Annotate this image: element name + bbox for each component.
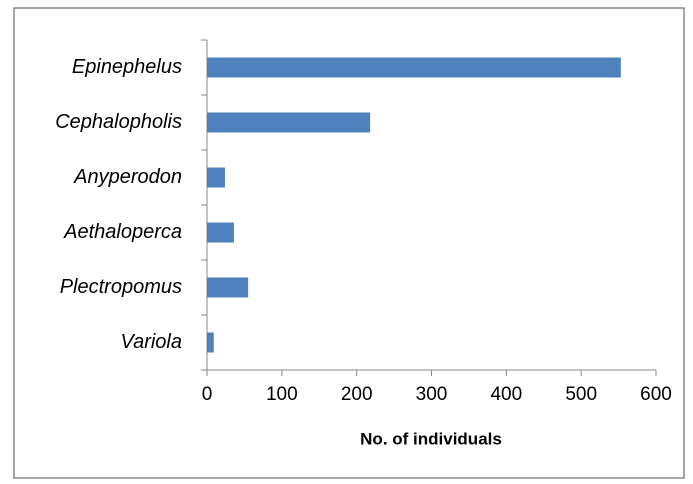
bar — [207, 332, 214, 353]
x-tick-label: 0 — [202, 384, 213, 405]
bar — [207, 57, 621, 78]
bar — [207, 277, 249, 298]
category-label: Cephalopholis — [55, 111, 182, 133]
category-label: Variola — [120, 331, 182, 353]
bar — [207, 167, 225, 188]
x-tick-label: 500 — [565, 384, 597, 405]
category-label: Aethaloperca — [63, 221, 182, 243]
x-tick-label: 400 — [490, 384, 522, 405]
chart-border — [13, 7, 685, 479]
x-tick-label: 300 — [416, 384, 448, 405]
bar — [207, 222, 234, 243]
category-label: Epinephelus — [72, 56, 182, 78]
bar — [207, 112, 371, 133]
category-label: Anyperodon — [73, 166, 182, 188]
x-tick-label: 100 — [266, 384, 298, 405]
x-tick-label: 600 — [640, 384, 672, 405]
x-tick-label: 200 — [341, 384, 373, 405]
x-axis-title: No. of individuals — [360, 429, 502, 448]
category-label: Plectropomus — [60, 276, 182, 298]
